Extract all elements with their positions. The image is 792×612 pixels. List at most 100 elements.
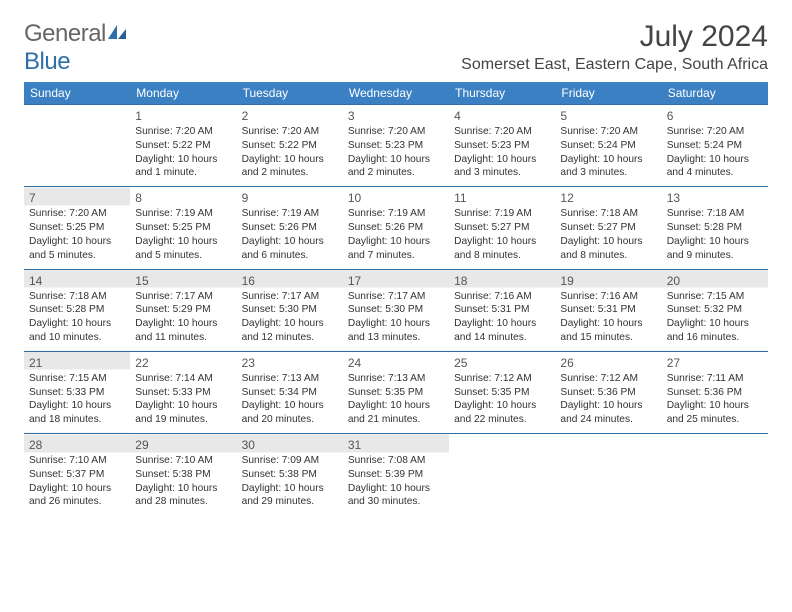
sunrise-text: Sunrise: 7:20 AM [348,125,444,139]
daylight-text: Daylight: 10 hours and 14 minutes. [454,317,550,345]
calendar-day-cell: 29Sunrise: 7:10 AMSunset: 5:38 PMDayligh… [130,434,236,516]
sunset-text: Sunset: 5:31 PM [560,303,656,317]
sunset-text: Sunset: 5:35 PM [454,386,550,400]
sunset-text: Sunset: 5:22 PM [242,139,338,153]
sunset-text: Sunset: 5:27 PM [454,221,550,235]
sunrise-text: Sunrise: 7:20 AM [135,125,231,139]
calendar-day-cell: 6Sunrise: 7:20 AMSunset: 5:24 PMDaylight… [662,105,768,187]
daylight-text: Daylight: 10 hours and 3 minutes. [454,153,550,181]
day-number: 5 [560,108,656,124]
sunset-text: Sunset: 5:33 PM [29,386,125,400]
day-number: 9 [242,190,338,206]
calendar-day-cell: 31Sunrise: 7:08 AMSunset: 5:39 PMDayligh… [343,434,449,516]
logo-text: GeneralBlue [24,20,128,76]
page-header: GeneralBlue July 2024 Somerset East, Eas… [24,20,768,76]
day-number: 29 [135,437,231,453]
daylight-text: Daylight: 10 hours and 2 minutes. [242,153,338,181]
calendar-empty-cell [24,105,130,187]
sunset-text: Sunset: 5:32 PM [667,303,763,317]
sunrise-text: Sunrise: 7:12 AM [560,372,656,386]
logo-sail-icon [106,23,128,41]
calendar-day-cell: 13Sunrise: 7:18 AMSunset: 5:28 PMDayligh… [662,187,768,269]
sunset-text: Sunset: 5:31 PM [454,303,550,317]
sunrise-text: Sunrise: 7:17 AM [242,290,338,304]
calendar-day-cell: 11Sunrise: 7:19 AMSunset: 5:27 PMDayligh… [449,187,555,269]
sunset-text: Sunset: 5:30 PM [242,303,338,317]
sunset-text: Sunset: 5:33 PM [135,386,231,400]
calendar-day-cell: 25Sunrise: 7:12 AMSunset: 5:35 PMDayligh… [449,351,555,433]
dow-header: Wednesday [343,82,449,105]
location-line: Somerset East, Eastern Cape, South Afric… [461,56,768,74]
sunset-text: Sunset: 5:25 PM [135,221,231,235]
calendar-day-cell: 30Sunrise: 7:09 AMSunset: 5:38 PMDayligh… [237,434,343,516]
calendar-week-row: 1Sunrise: 7:20 AMSunset: 5:22 PMDaylight… [24,105,768,187]
sunrise-text: Sunrise: 7:17 AM [135,290,231,304]
sunrise-text: Sunrise: 7:11 AM [667,372,763,386]
sunrise-text: Sunrise: 7:13 AM [348,372,444,386]
day-number: 16 [242,273,338,289]
calendar-table: SundayMondayTuesdayWednesdayThursdayFrid… [24,82,768,515]
dow-header: Thursday [449,82,555,105]
day-number: 7 [29,190,125,206]
day-number: 21 [29,355,125,371]
sunset-text: Sunset: 5:36 PM [560,386,656,400]
sunrise-text: Sunrise: 7:20 AM [560,125,656,139]
day-number: 15 [135,273,231,289]
day-number: 20 [667,273,763,289]
calendar-tbody: 1Sunrise: 7:20 AMSunset: 5:22 PMDaylight… [24,105,768,516]
calendar-thead: SundayMondayTuesdayWednesdayThursdayFrid… [24,82,768,105]
sunrise-text: Sunrise: 7:16 AM [454,290,550,304]
sunset-text: Sunset: 5:28 PM [29,303,125,317]
sunrise-text: Sunrise: 7:20 AM [667,125,763,139]
daylight-text: Daylight: 10 hours and 7 minutes. [348,235,444,263]
calendar-day-cell: 12Sunrise: 7:18 AMSunset: 5:27 PMDayligh… [555,187,661,269]
calendar-day-cell: 10Sunrise: 7:19 AMSunset: 5:26 PMDayligh… [343,187,449,269]
daylight-text: Daylight: 10 hours and 9 minutes. [667,235,763,263]
dow-header: Monday [130,82,236,105]
sunset-text: Sunset: 5:27 PM [560,221,656,235]
sunrise-text: Sunrise: 7:18 AM [667,207,763,221]
sunset-text: Sunset: 5:37 PM [29,468,125,482]
daylight-text: Daylight: 10 hours and 10 minutes. [29,317,125,345]
calendar-week-row: 28Sunrise: 7:10 AMSunset: 5:37 PMDayligh… [24,434,768,516]
calendar-day-cell: 14Sunrise: 7:18 AMSunset: 5:28 PMDayligh… [24,269,130,351]
calendar-day-cell: 9Sunrise: 7:19 AMSunset: 5:26 PMDaylight… [237,187,343,269]
dow-header: Tuesday [237,82,343,105]
day-number: 30 [242,437,338,453]
sunrise-text: Sunrise: 7:09 AM [242,454,338,468]
day-number: 2 [242,108,338,124]
sunset-text: Sunset: 5:38 PM [135,468,231,482]
logo-word-blue: Blue [24,48,70,75]
calendar-day-cell: 1Sunrise: 7:20 AMSunset: 5:22 PMDaylight… [130,105,236,187]
sunset-text: Sunset: 5:38 PM [242,468,338,482]
sunset-text: Sunset: 5:39 PM [348,468,444,482]
calendar-empty-cell [662,434,768,516]
day-number: 8 [135,190,231,206]
sunrise-text: Sunrise: 7:15 AM [29,372,125,386]
daylight-text: Daylight: 10 hours and 30 minutes. [348,482,444,510]
sunrise-text: Sunrise: 7:10 AM [135,454,231,468]
day-number: 11 [454,190,550,206]
sunrise-text: Sunrise: 7:18 AM [29,290,125,304]
daylight-text: Daylight: 10 hours and 1 minute. [135,153,231,181]
day-number: 25 [454,355,550,371]
sunrise-text: Sunrise: 7:20 AM [454,125,550,139]
sunset-text: Sunset: 5:26 PM [242,221,338,235]
daylight-text: Daylight: 10 hours and 8 minutes. [560,235,656,263]
day-number: 6 [667,108,763,124]
daylight-text: Daylight: 10 hours and 12 minutes. [242,317,338,345]
calendar-day-cell: 8Sunrise: 7:19 AMSunset: 5:25 PMDaylight… [130,187,236,269]
day-number: 18 [454,273,550,289]
daylight-text: Daylight: 10 hours and 5 minutes. [135,235,231,263]
day-number: 26 [560,355,656,371]
daylight-text: Daylight: 10 hours and 8 minutes. [454,235,550,263]
calendar-day-cell: 15Sunrise: 7:17 AMSunset: 5:29 PMDayligh… [130,269,236,351]
sunrise-text: Sunrise: 7:12 AM [454,372,550,386]
calendar-day-cell: 18Sunrise: 7:16 AMSunset: 5:31 PMDayligh… [449,269,555,351]
calendar-day-cell: 27Sunrise: 7:11 AMSunset: 5:36 PMDayligh… [662,351,768,433]
day-number: 10 [348,190,444,206]
day-number: 23 [242,355,338,371]
month-title: July 2024 [461,20,768,54]
daylight-text: Daylight: 10 hours and 18 minutes. [29,399,125,427]
dow-header: Saturday [662,82,768,105]
